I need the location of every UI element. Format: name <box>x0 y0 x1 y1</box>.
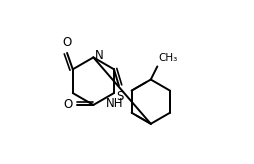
Text: NH: NH <box>106 97 123 110</box>
Text: CH₃: CH₃ <box>158 53 177 63</box>
Text: N: N <box>95 49 104 62</box>
Text: O: O <box>64 98 73 112</box>
Text: O: O <box>62 36 72 49</box>
Text: S: S <box>116 90 123 103</box>
